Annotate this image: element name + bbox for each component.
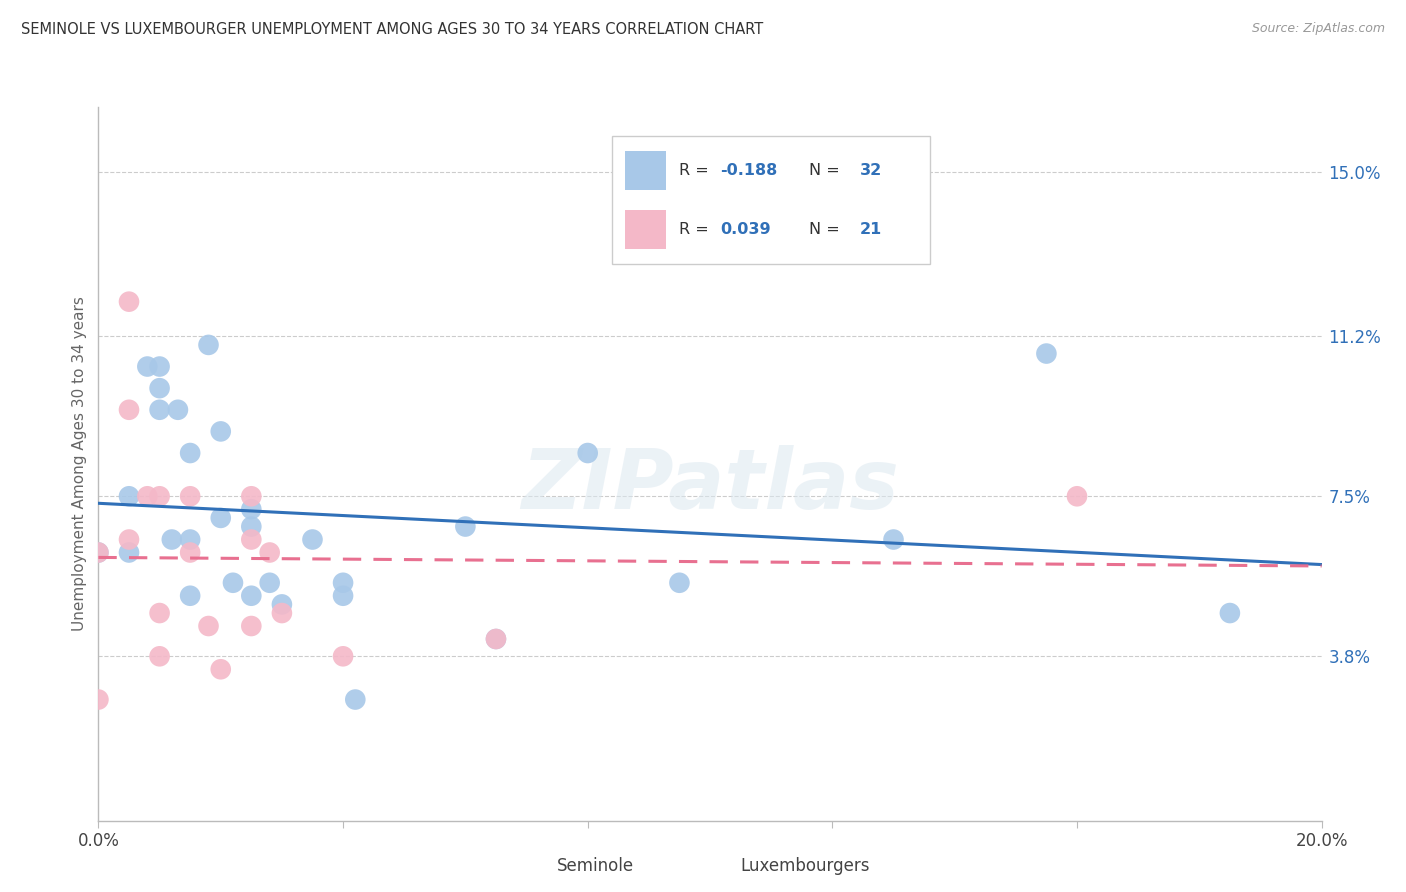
Point [332, 649, 354, 664]
Point [149, 649, 172, 664]
Text: Luxembourgers: Luxembourgers [740, 857, 870, 875]
Point [240, 619, 263, 633]
FancyBboxPatch shape [624, 151, 666, 189]
Y-axis label: Unemployment Among Ages 30 to 34 years: Unemployment Among Ages 30 to 34 years [72, 296, 87, 632]
Text: Source: ZipAtlas.com: Source: ZipAtlas.com [1251, 22, 1385, 36]
Point [883, 533, 905, 547]
Point [1219, 606, 1241, 620]
Point [87, 692, 110, 706]
Point [179, 545, 201, 559]
Point [118, 402, 141, 417]
Point [160, 533, 183, 547]
Point [332, 575, 354, 590]
Text: 21: 21 [860, 222, 883, 237]
Point [668, 575, 690, 590]
Point [179, 589, 201, 603]
Point [259, 545, 281, 559]
Point [136, 489, 159, 503]
Point [332, 589, 354, 603]
Point [222, 575, 245, 590]
Point [209, 511, 232, 525]
Point [270, 598, 292, 612]
Point [1035, 346, 1057, 360]
Point [197, 338, 219, 352]
Point [149, 606, 172, 620]
Point [240, 502, 263, 516]
Text: SEMINOLE VS LUXEMBOURGER UNEMPLOYMENT AMONG AGES 30 TO 34 YEARS CORRELATION CHAR: SEMINOLE VS LUXEMBOURGER UNEMPLOYMENT AM… [21, 22, 763, 37]
Text: 0.039: 0.039 [720, 222, 770, 237]
Point [1066, 489, 1088, 503]
Point [118, 294, 141, 309]
Point [149, 359, 172, 374]
Point [301, 533, 323, 547]
Point [118, 489, 141, 503]
Point [136, 359, 159, 374]
Point [118, 545, 141, 559]
Point [179, 446, 201, 460]
Text: 32: 32 [860, 162, 883, 178]
Text: -0.188: -0.188 [720, 162, 778, 178]
Point [259, 575, 281, 590]
Point [118, 533, 141, 547]
Text: R =: R = [679, 222, 714, 237]
Text: ZIPatlas: ZIPatlas [522, 445, 898, 525]
Point [454, 519, 477, 533]
Text: R =: R = [679, 162, 714, 178]
Point [167, 402, 190, 417]
Point [240, 533, 263, 547]
Point [344, 692, 367, 706]
Point [240, 489, 263, 503]
Text: Seminole: Seminole [557, 857, 634, 875]
FancyBboxPatch shape [624, 211, 666, 249]
Point [209, 662, 232, 676]
Point [209, 425, 232, 439]
Point [576, 446, 599, 460]
Point [179, 533, 201, 547]
Text: N =: N = [810, 162, 845, 178]
Point [485, 632, 508, 646]
Point [149, 402, 172, 417]
Text: N =: N = [810, 222, 845, 237]
Point [87, 545, 110, 559]
Point [270, 606, 292, 620]
Point [149, 381, 172, 395]
Point [179, 489, 201, 503]
Point [485, 632, 508, 646]
Point [149, 489, 172, 503]
Point [240, 519, 263, 533]
FancyBboxPatch shape [612, 136, 931, 264]
Point [240, 589, 263, 603]
Point [87, 545, 110, 559]
Point [197, 619, 219, 633]
